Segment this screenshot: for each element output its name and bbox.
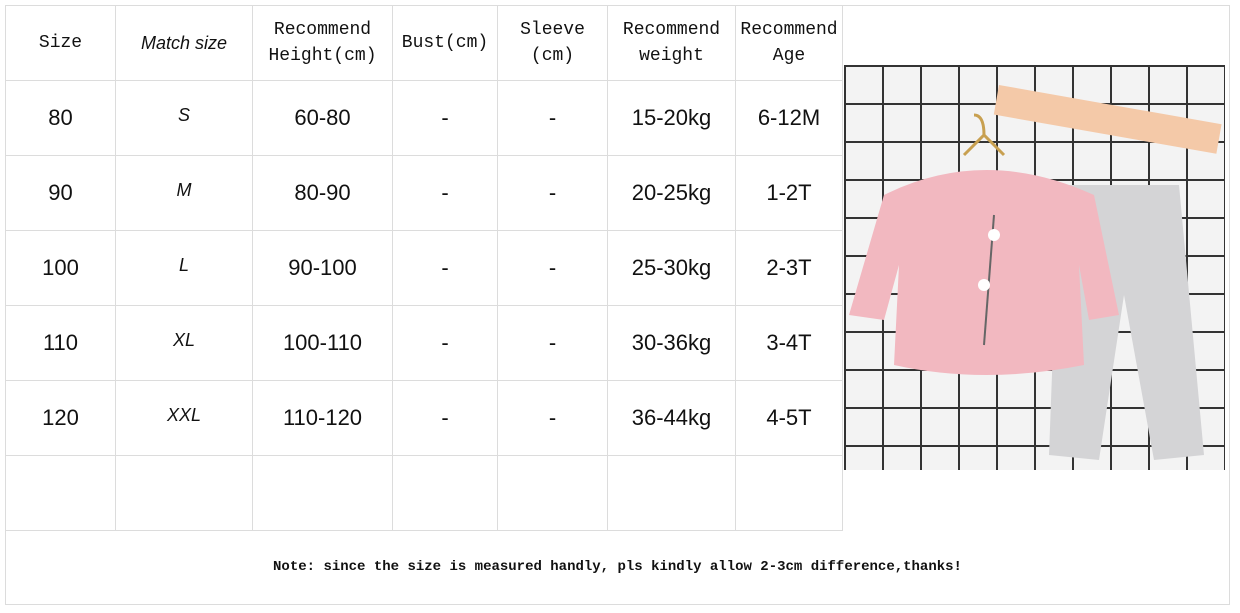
image-frame xyxy=(842,5,1230,530)
cell-match-size: XXL xyxy=(115,380,253,456)
cell-sleeve: - xyxy=(497,380,608,456)
cell-size: 90 xyxy=(5,155,116,231)
cell-match-size: XL xyxy=(115,305,253,381)
cell-bust: - xyxy=(392,305,498,381)
cell-size: 110 xyxy=(5,305,116,381)
cell-bust: - xyxy=(392,380,498,456)
cell-sleeve: - xyxy=(497,80,608,156)
cell-height: 80-90 xyxy=(252,155,393,231)
cell-weight: 30-36kg xyxy=(607,305,736,381)
header-match-size: Match size xyxy=(115,5,253,81)
cell-age: 4-5T xyxy=(735,380,843,456)
header-height: Recommend Height(cm) xyxy=(252,5,393,81)
table-row: 90 M 80-90- -20-25kg 1-2T xyxy=(5,155,843,231)
header-size: Size xyxy=(5,5,116,81)
cell-bust: - xyxy=(392,155,498,231)
cell-height: 60-80 xyxy=(252,80,393,156)
cell-sleeve: - xyxy=(497,230,608,306)
cell-age: 1-2T xyxy=(735,155,843,231)
cell-height: 100-110 xyxy=(252,305,393,381)
cell-height: 90-100 xyxy=(252,230,393,306)
arm-shape xyxy=(993,85,1222,154)
measurement-note: Note: since the size is measured handly,… xyxy=(5,530,1230,605)
header-weight: Recommend weight xyxy=(607,5,736,81)
cell-match-size: L xyxy=(115,230,253,306)
sweater-shape xyxy=(849,170,1119,375)
cell-weight: 25-30kg xyxy=(607,230,736,306)
header-sleeve: Sleeve (cm) xyxy=(497,5,608,81)
cell-bust: - xyxy=(392,230,498,306)
cell-height: 110-120 xyxy=(252,380,393,456)
table-row: 120 XXL 110-120- -36-44kg 4-5T xyxy=(5,380,843,456)
header-age: Recommend Age xyxy=(735,5,843,81)
cell-age: 3-4T xyxy=(735,305,843,381)
cell-bust: - xyxy=(392,80,498,156)
size-chart-table: Size Match size Recommend Height(cm) Bus… xyxy=(5,5,843,531)
cell-weight: 36-44kg xyxy=(607,380,736,456)
cell-sleeve: - xyxy=(497,305,608,381)
table-row: 110 XL 100-110- -30-36kg 3-4T xyxy=(5,305,843,381)
empty-row xyxy=(5,455,843,531)
cell-size: 120 xyxy=(5,380,116,456)
cell-weight: 20-25kg xyxy=(607,155,736,231)
cell-size: 80 xyxy=(5,80,116,156)
product-photo xyxy=(844,65,1225,470)
cell-weight: 15-20kg xyxy=(607,80,736,156)
cell-age: 6-12M xyxy=(735,80,843,156)
cell-size: 100 xyxy=(5,230,116,306)
cell-match-size: S xyxy=(115,80,253,156)
cell-match-size: M xyxy=(115,155,253,231)
cell-sleeve: - xyxy=(497,155,608,231)
table-row: 100 L 90-100- -25-30kg 2-3T xyxy=(5,230,843,306)
table-row: 80 S 60-80- -15-20kg 6-12M xyxy=(5,80,843,156)
hanger-icon xyxy=(962,113,1006,157)
header-row: Size Match size Recommend Height(cm) Bus… xyxy=(5,5,843,81)
header-bust: Bust(cm) xyxy=(392,5,498,81)
cell-age: 2-3T xyxy=(735,230,843,306)
